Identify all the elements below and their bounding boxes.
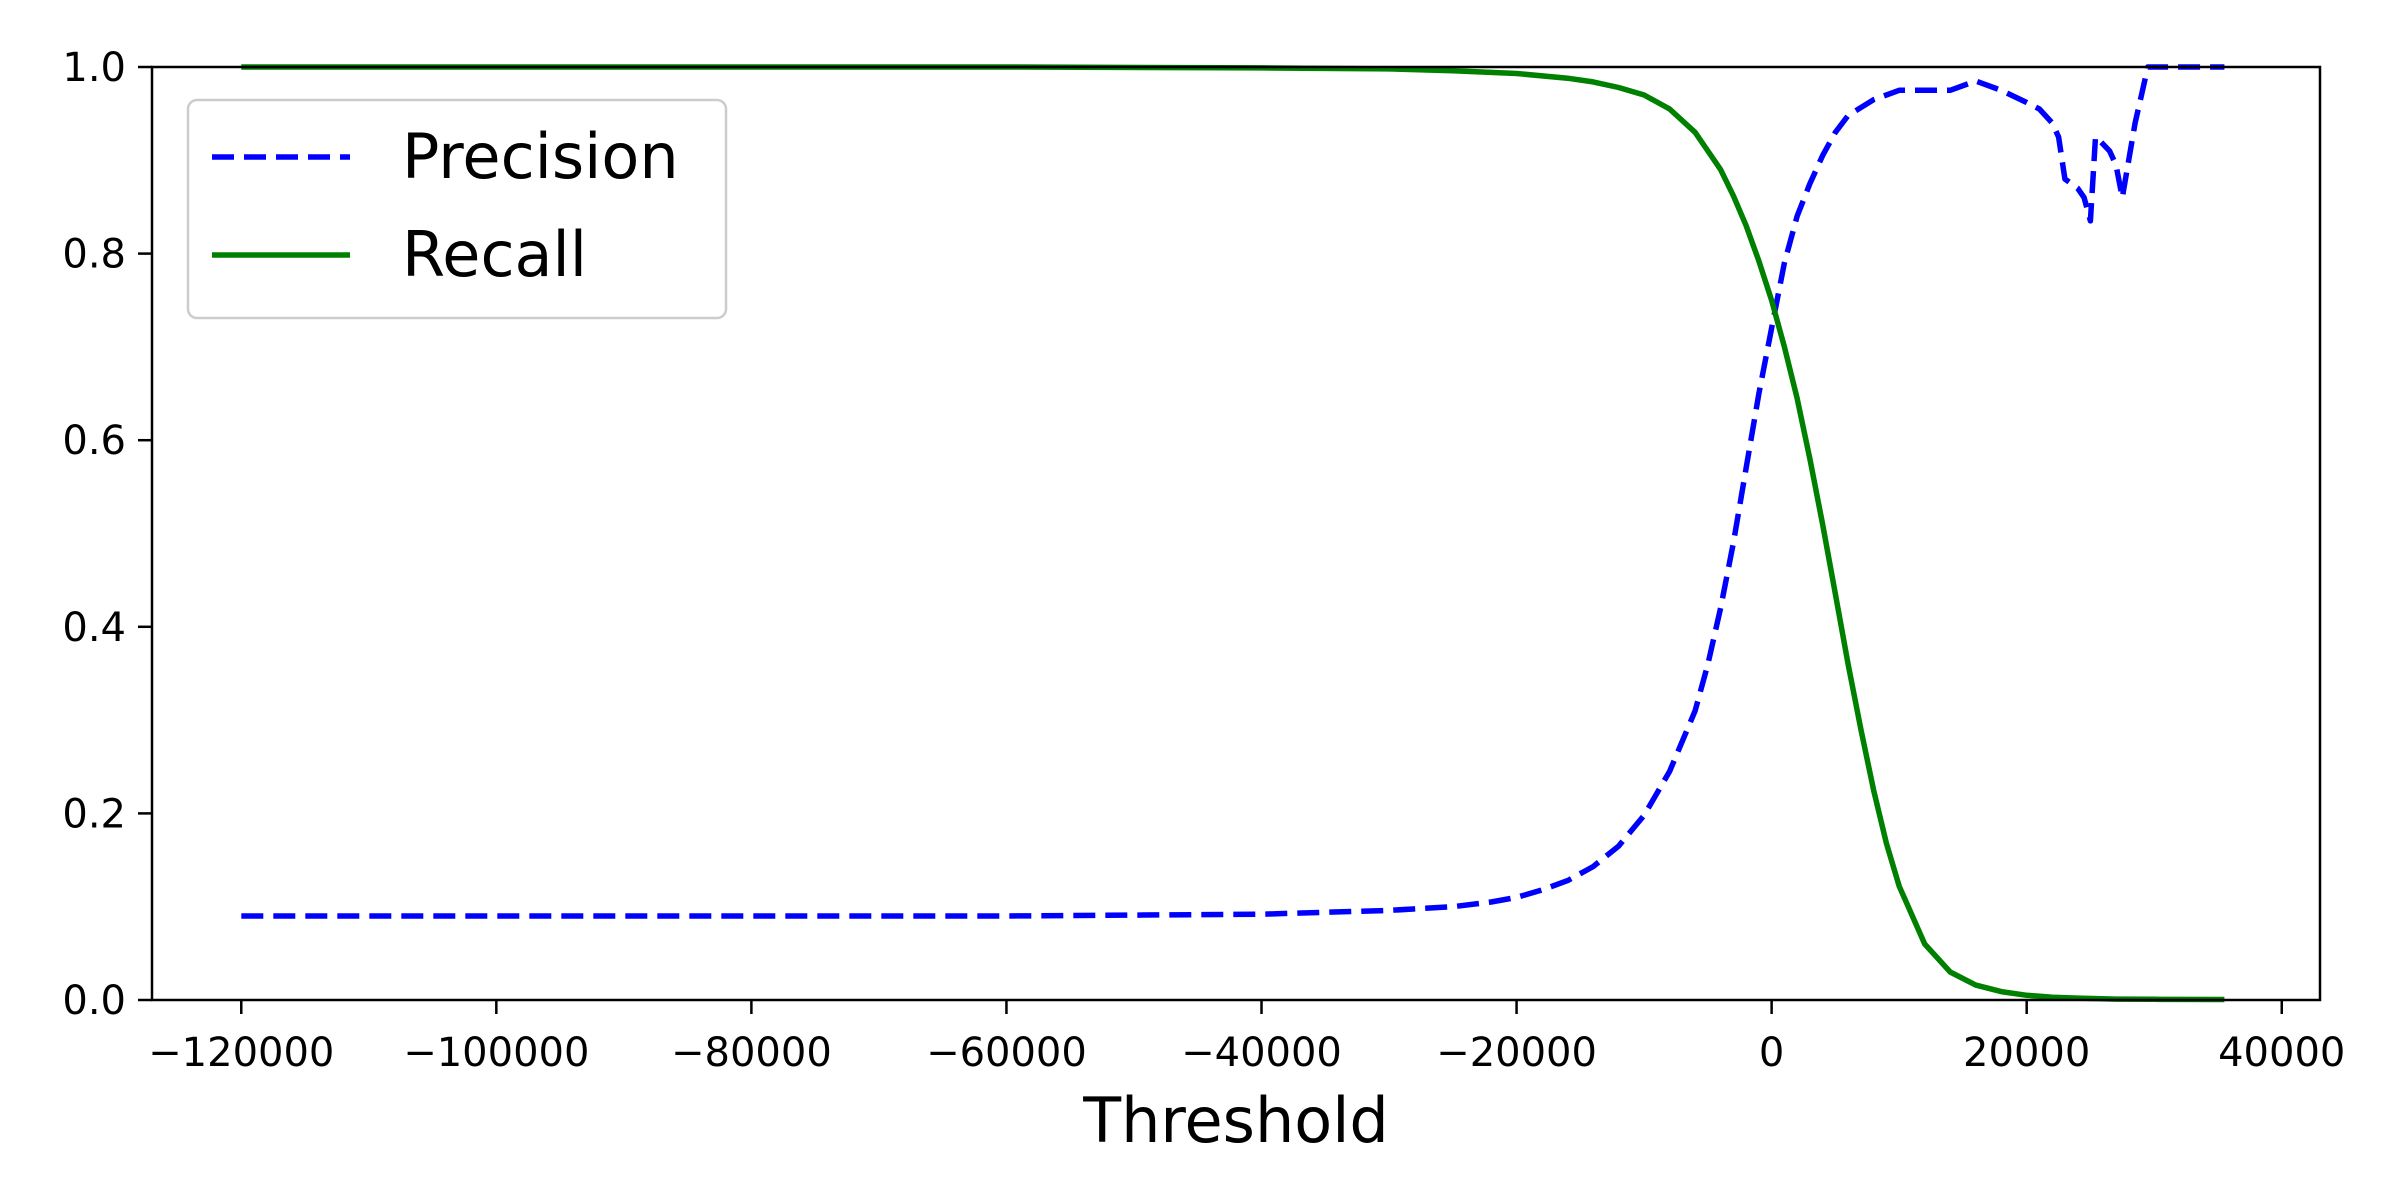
plot-frame: [150, 65, 2322, 1002]
x-tick-label: −40000: [1181, 1030, 1342, 1076]
y-tick-label: 0.2: [62, 791, 126, 837]
y-axis-ticks: 0.0 0.2 0.4 0.6 0.8 1.0: [62, 45, 152, 1024]
y-tick-label: 1.0: [62, 45, 126, 91]
x-axis-label: Threshold: [1082, 1084, 1389, 1157]
y-tick-label: 0.8: [62, 232, 126, 278]
x-tick-label: 40000: [2218, 1030, 2345, 1076]
legend-label-precision: Precision: [402, 120, 679, 193]
x-axis-ticks: −120000 −100000 −80000 −60000 −40000 −20000 0 2…: [148, 1000, 2345, 1076]
series-line-recall: [241, 64, 2225, 1003]
series-line-precision: [241, 64, 2225, 919]
series-layer: [241, 64, 2225, 1003]
y-tick-label: 0.0: [62, 978, 126, 1024]
x-tick-label: −20000: [1436, 1030, 1597, 1076]
legend-label-recall: Recall: [402, 218, 587, 291]
x-tick-label: −60000: [926, 1030, 1087, 1076]
x-tick-label: 20000: [1963, 1030, 2090, 1076]
x-tick-label: −120000: [148, 1030, 334, 1076]
y-tick-label: 0.6: [62, 418, 126, 464]
x-tick-label: −100000: [403, 1030, 589, 1076]
x-tick-label: −80000: [671, 1030, 832, 1076]
legend: Precision Recall: [186, 98, 728, 320]
y-tick-label: 0.4: [62, 605, 126, 651]
x-tick-label: 0: [1759, 1030, 1784, 1076]
